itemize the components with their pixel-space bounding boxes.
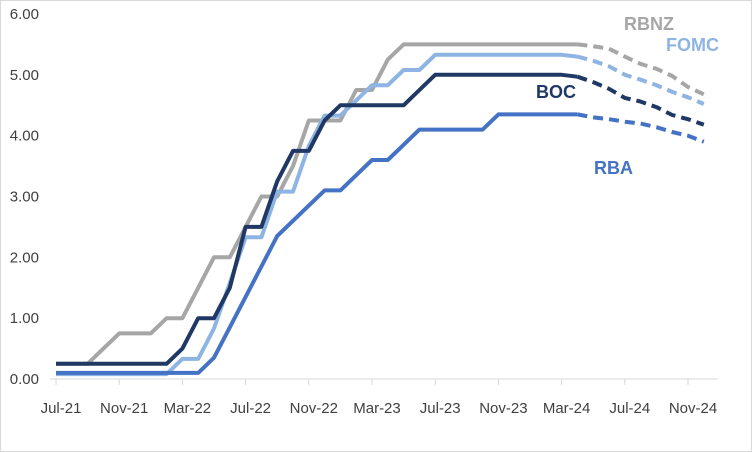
boc-actual-line <box>56 72 578 366</box>
y-tick-label: 5.00 <box>10 67 39 84</box>
x-tick-label: Jul-21 <box>41 400 82 417</box>
x-tick-label: Jul-22 <box>230 400 271 417</box>
boc-projected-line <box>576 74 705 127</box>
x-tick-label: Jul-23 <box>420 400 461 417</box>
x-axis: Jul-21 Nov-21 Mar-22 Jul-22 Nov-22 Mar-23 Jul-… <box>41 378 718 417</box>
rbnz-actual-line <box>56 42 578 366</box>
fomc-series-label: FOMC <box>666 35 719 55</box>
x-tick-label: Nov-21 <box>100 400 148 417</box>
rbnz-projected-line <box>577 42 705 97</box>
y-axis-ticks: 0.00 1.00 2.00 3.00 4.00 5.00 6.00 <box>10 6 39 388</box>
x-tick-label: Nov-24 <box>669 400 717 417</box>
x-tick-label: Mar-22 <box>164 400 212 417</box>
x-tick-label: Nov-22 <box>290 400 338 417</box>
rba-actual-line <box>56 112 578 375</box>
rba-projected-line <box>577 112 705 144</box>
y-tick-label: 6.00 <box>10 6 39 23</box>
rbnz-series-label: RBNZ <box>624 14 674 34</box>
rba-series-label: RBA <box>594 158 633 178</box>
y-tick-label: 4.00 <box>10 128 39 145</box>
fomc-projected-line <box>576 54 705 106</box>
y-tick-label: 3.00 <box>10 189 39 206</box>
x-tick-label: Jul-24 <box>609 400 650 417</box>
boc-series-label: BOC <box>536 82 576 102</box>
x-tick-label: Mar-23 <box>353 400 401 417</box>
x-tick-label: Mar-24 <box>543 400 591 417</box>
y-tick-label: 0.00 <box>10 371 39 388</box>
series-lines <box>56 42 705 377</box>
x-tick-label: Nov-23 <box>479 400 527 417</box>
y-tick-label: 1.00 <box>10 310 39 327</box>
y-tick-label: 2.00 <box>10 249 39 266</box>
